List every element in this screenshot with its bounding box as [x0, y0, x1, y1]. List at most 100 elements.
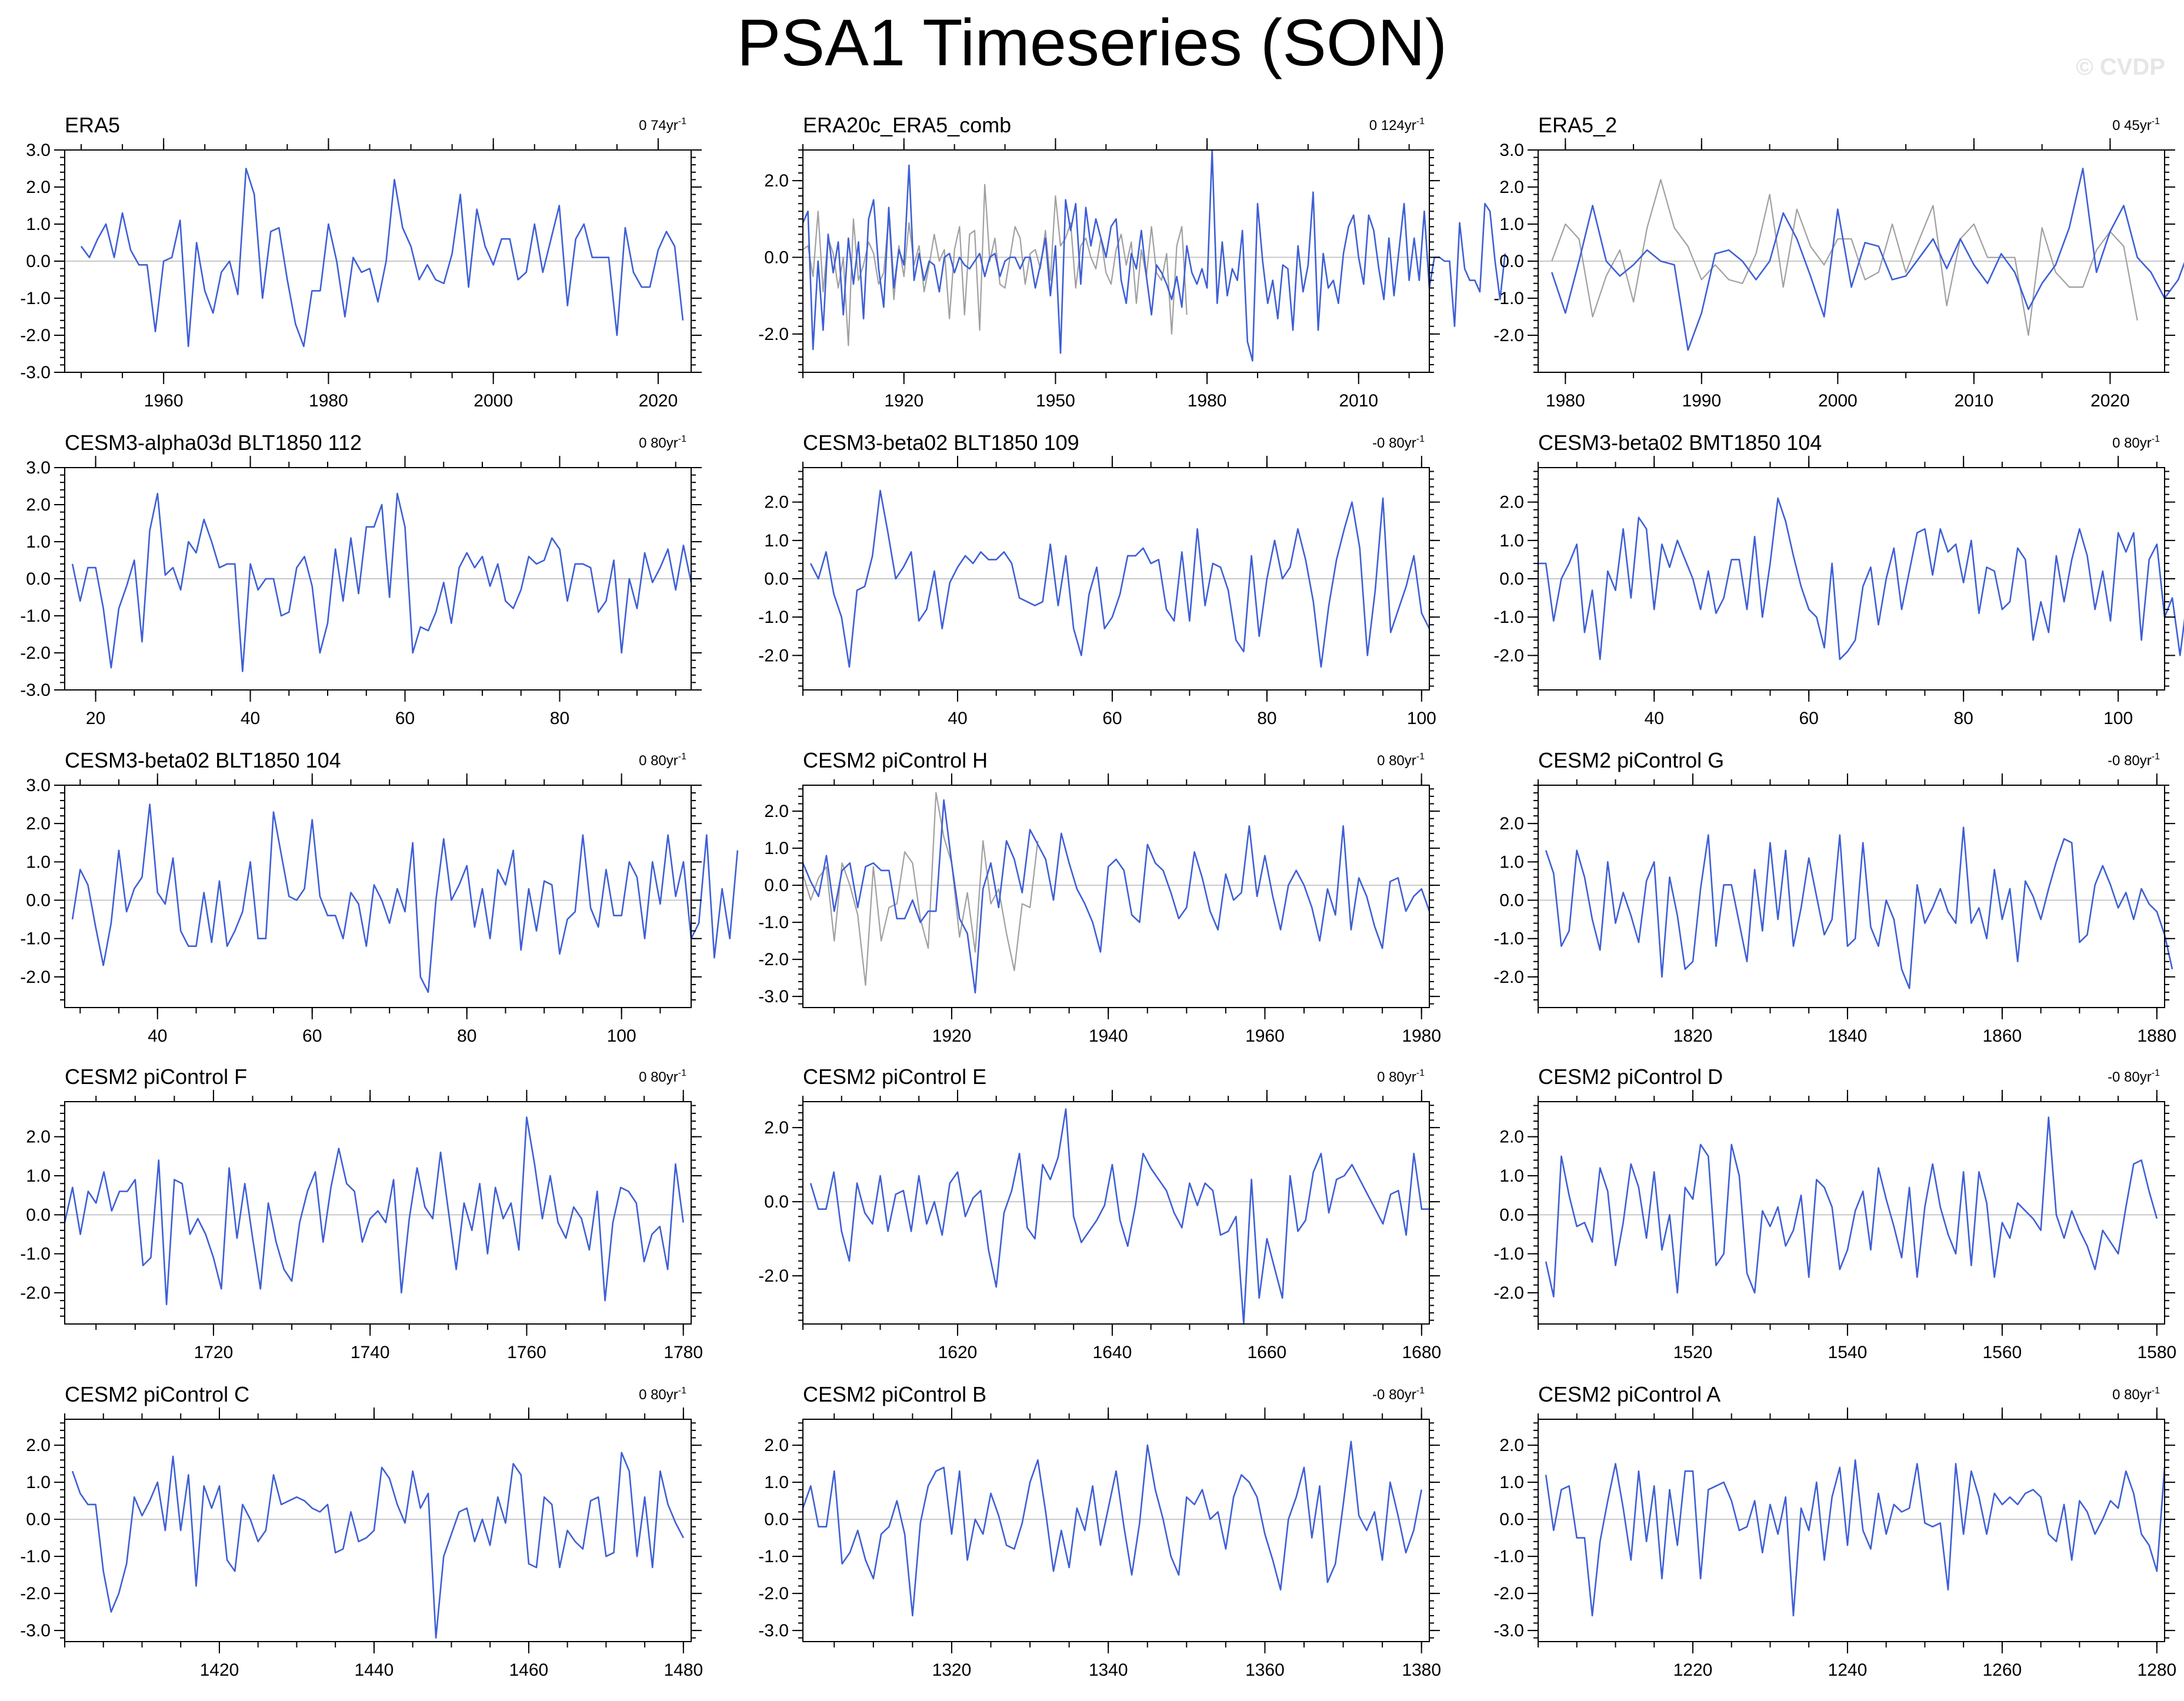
y-tick-label: 2.0	[26, 814, 51, 833]
trend-label: 0 80yr-1	[639, 1386, 686, 1403]
y-tick-label: -3.0	[758, 1621, 789, 1640]
plot-frame	[802, 149, 1430, 373]
panel-title: CESM2 piControl C	[65, 1382, 249, 1406]
y-tick-label: 2.0	[1499, 1128, 1524, 1147]
y-tick-label: 1.0	[764, 839, 789, 858]
panel-2: 1920 1950 1980 2010 -2.0 0.0 2.0 ERA20c_ERA5_co…	[758, 113, 1506, 411]
y-tick-label: -1.0	[1493, 1547, 1524, 1566]
y-tick-label: 0.0	[764, 1192, 789, 1212]
y-tick-label: 0.0	[26, 1205, 51, 1225]
x-tick-label: 1960	[1245, 1026, 1285, 1046]
y-tick-label: 1.0	[26, 852, 51, 872]
x-tick-label: 1780	[663, 1343, 703, 1362]
y-tick-label: 1.0	[764, 1473, 789, 1492]
y-tick-label: -3.0	[758, 987, 789, 1006]
series-line-primary	[1551, 168, 2184, 351]
trend-label: -0 80yr-1	[1372, 1386, 1425, 1403]
y-tick-label: 2.0	[1499, 814, 1524, 833]
x-tick-label: 40	[948, 709, 967, 728]
panel-title: CESM3-alpha03d BLT1850 112	[65, 431, 362, 455]
y-tick-label: -3.0	[20, 681, 51, 700]
panel-title: ERA5	[65, 113, 120, 137]
y-tick-label: -1.0	[1493, 608, 1524, 627]
trend-label: 0 124yr-1	[1369, 116, 1425, 134]
trend-label: 0 45yr-1	[2112, 116, 2160, 134]
series-line-primary	[1538, 497, 2184, 661]
x-tick-label: 1740	[351, 1343, 390, 1362]
y-tick-label: -2.0	[20, 643, 51, 663]
series-line-secondary	[802, 792, 1039, 986]
y-tick-label: 2.0	[26, 1128, 51, 1147]
series-line-primary	[809, 1108, 1429, 1325]
panel-14: 1320 1340 1360 1380 -3.0 -2.0 -1.0 0.0 1.0 2.0 CES…	[758, 1382, 1441, 1680]
x-tick-label: 1680	[1402, 1343, 1441, 1362]
x-tick-label: 1960	[144, 391, 184, 411]
panel-11: 1620 1640 1660 1680 -2.0 0.0 2.0 CESM2 piContro…	[758, 1065, 1441, 1362]
x-tick-label: 60	[302, 1026, 322, 1046]
y-tick-label: -3.0	[1493, 1621, 1524, 1640]
x-tick-label: 2010	[1954, 391, 1993, 411]
series-line-primary	[809, 489, 1431, 668]
x-tick-label: 1820	[1673, 1026, 1713, 1046]
y-tick-label: -1.0	[20, 1547, 51, 1566]
y-tick-label: -1.0	[20, 1245, 51, 1264]
y-tick-label: 2.0	[764, 1118, 789, 1138]
series-line-primary	[71, 1452, 685, 1639]
y-tick-label: -1.0	[758, 608, 789, 627]
y-tick-label: 0.0	[764, 248, 789, 267]
x-tick-label: 60	[1799, 709, 1818, 728]
y-tick-label: 1.0	[26, 1473, 51, 1492]
x-tick-label: 1280	[2137, 1660, 2176, 1680]
x-tick-label: 100	[2103, 709, 2133, 728]
panel-title: CESM2 piControl B	[803, 1382, 986, 1406]
series-line-primary	[1545, 1459, 2166, 1617]
trend-label: -0 80yr-1	[2108, 1068, 2160, 1085]
y-tick-label: 2.0	[764, 493, 789, 512]
y-tick-label: -2.0	[20, 1584, 51, 1603]
y-tick-label: -1.0	[1493, 929, 1524, 949]
panel-6: 40 60 80 100 -2.0 -1.0 0.0 1.0 2.0 CESM3-beta02 B…	[1493, 431, 2184, 728]
panel-3: 1980 1990 2000 2010 2020 -2.0 -1.0 0.0 1.0 2.0 3.0…	[1493, 113, 2184, 411]
panel-9: 1820 1840 1860 1880 -2.0 -1.0 0.0 1.0 2.0 CESM2 p…	[1493, 748, 2176, 1046]
panel-15: 1220 1240 1260 1280 -3.0 -2.0 -1.0 0.0 1.0 2.0 CES…	[1493, 1382, 2176, 1680]
trend-label: 0 80yr-1	[639, 752, 686, 769]
x-tick-label: 1340	[1089, 1660, 1128, 1680]
y-tick-label: 2.0	[1499, 493, 1524, 512]
x-tick-label: 1880	[2137, 1026, 2176, 1046]
y-tick-label: -2.0	[20, 968, 51, 987]
y-tick-label: 0.0	[1499, 569, 1524, 589]
y-tick-label: 0.0	[1499, 1205, 1524, 1225]
plot-frame	[64, 1101, 692, 1325]
y-tick-label: 2.0	[1499, 178, 1524, 197]
y-tick-label: 3.0	[26, 776, 51, 795]
y-tick-label: -3.0	[20, 1621, 51, 1640]
x-tick-label: 1220	[1673, 1660, 1713, 1680]
x-tick-label: 1760	[507, 1343, 546, 1362]
x-tick-label: 1240	[1828, 1660, 1868, 1680]
trend-label: 0 80yr-1	[2112, 434, 2160, 451]
trend-label: 0 80yr-1	[2112, 1386, 2160, 1403]
y-tick-label: -1.0	[758, 1547, 789, 1566]
y-tick-label: 3.0	[1499, 141, 1524, 160]
panel-title: CESM2 piControl F	[65, 1065, 247, 1089]
panel-title: CESM3-beta02 BLT1850 104	[65, 748, 341, 772]
series-line-primary	[802, 149, 1506, 362]
y-tick-label: -2.0	[758, 646, 789, 665]
y-tick-label: 2.0	[1499, 1436, 1524, 1455]
x-tick-label: 1980	[309, 391, 348, 411]
panel-title: CESM2 piControl G	[1538, 748, 1724, 772]
y-tick-label: 2.0	[26, 178, 51, 197]
x-tick-label: 1540	[1828, 1343, 1868, 1362]
x-tick-label: 2020	[639, 391, 678, 411]
y-tick-label: 1.0	[1499, 1166, 1524, 1186]
x-tick-label: 1950	[1036, 391, 1075, 411]
x-tick-label: 2020	[2090, 391, 2130, 411]
x-tick-label: 1520	[1673, 1343, 1713, 1362]
panel-10: 1720 1740 1760 1780 -2.0 -1.0 0.0 1.0 2.0 CESM2 p…	[20, 1065, 703, 1362]
series-line-primary	[802, 1440, 1422, 1617]
trend-label: -0 80yr-1	[1372, 434, 1425, 451]
watermark: © CVDP	[2076, 54, 2165, 80]
y-tick-label: 0.0	[1499, 252, 1524, 271]
panel-8: 1920 1940 1960 1980 -3.0 -2.0 -1.0 0.0 1.0 2.0 CES…	[758, 748, 1441, 1046]
